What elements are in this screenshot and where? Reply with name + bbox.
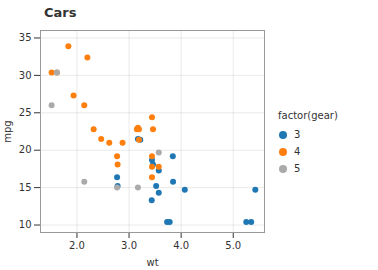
html-text:3: 3 bbox=[294, 129, 301, 140]
svg-text:3.0: 3.0 bbox=[121, 240, 137, 251]
svg-text:20: 20 bbox=[19, 144, 32, 155]
html-text:factor(gear): factor(gear) bbox=[278, 110, 338, 121]
svg-text:5.0: 5.0 bbox=[225, 240, 241, 251]
html-text:Cars: Cars bbox=[44, 5, 77, 20]
svg-text:35: 35 bbox=[19, 32, 32, 43]
svg-text:2.0: 2.0 bbox=[69, 240, 85, 251]
html-text:4: 4 bbox=[294, 146, 301, 157]
svg-text:15: 15 bbox=[19, 182, 32, 193]
svg-text:30: 30 bbox=[19, 70, 32, 81]
html-text:5: 5 bbox=[294, 163, 301, 174]
svg-text:wt: wt bbox=[146, 257, 158, 268]
svg-text:mpg: mpg bbox=[2, 120, 13, 142]
svg-text:4.0: 4.0 bbox=[173, 240, 189, 251]
svg-text:25: 25 bbox=[19, 107, 32, 118]
svg-text:10: 10 bbox=[19, 219, 32, 230]
